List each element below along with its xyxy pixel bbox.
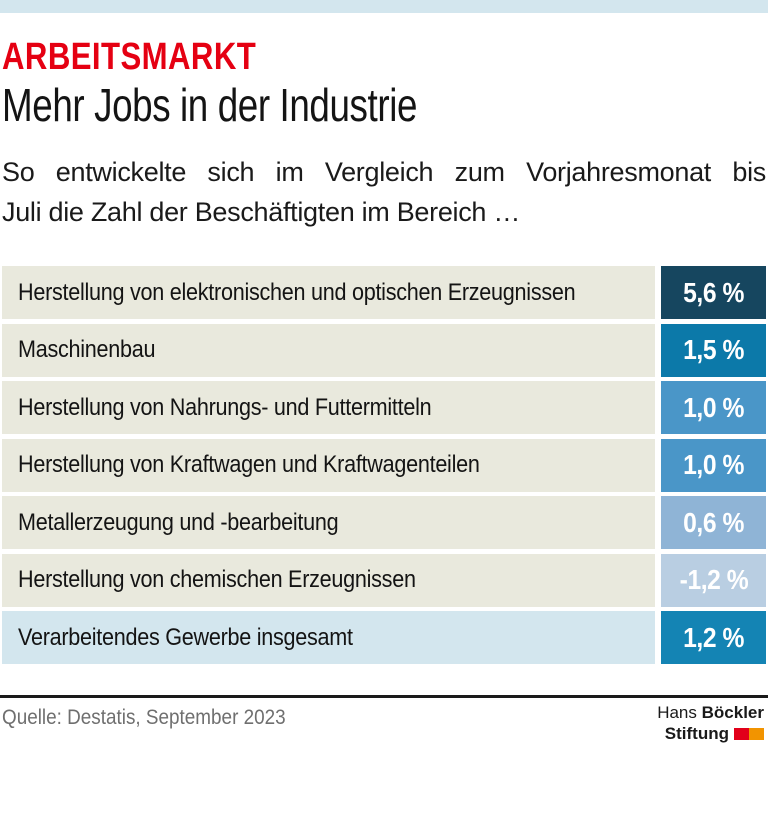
logo-line-2: Stiftung xyxy=(657,723,764,744)
row-label-cell: Verarbeitendes Gewerbe insgesamt xyxy=(2,611,655,664)
logo-boeckler: Böckler xyxy=(701,703,764,722)
value-box: 1,0 % xyxy=(661,381,766,434)
value-text: -1,2 % xyxy=(679,564,748,595)
page-title: Mehr Jobs in der Industrie xyxy=(2,79,418,131)
table-row-total: Verarbeitendes Gewerbe insgesamt 1,2 % xyxy=(2,611,766,664)
value-text: 1,2 % xyxy=(683,621,744,653)
logo-hans: Hans xyxy=(657,703,702,722)
value-text: 1,0 % xyxy=(683,449,744,480)
row-label: Maschinenbau xyxy=(18,336,156,363)
row-label: Herstellung von chemischen Erzeugnissen xyxy=(18,566,416,593)
kicker-label: ARBEITSMARKT xyxy=(2,36,257,78)
row-label-cell: Herstellung von chemischen Erzeugnissen xyxy=(2,553,655,607)
row-label-cell: Herstellung von elektronischen und optis… xyxy=(2,266,655,319)
table-row: Metallerzeugung und -bearbeitung 0,6 % xyxy=(2,496,766,549)
logo-orange-square-icon xyxy=(749,727,764,740)
value-box: -1,2 % xyxy=(661,553,766,607)
value-box: 0,6 % xyxy=(661,496,766,549)
row-label-cell: Maschinenbau xyxy=(2,323,655,377)
table-row: Herstellung von Kraftwagen und Kraftwage… xyxy=(2,438,766,492)
value-table: Herstellung von elektronischen und optis… xyxy=(2,266,766,669)
chart-subtitle: So entwickelte sich im Vergleich zum Vor… xyxy=(2,152,766,232)
row-label: Herstellung von Nahrungs- und Futtermitt… xyxy=(18,393,432,421)
value-text: 1,0 % xyxy=(683,391,744,423)
value-text: 1,5 % xyxy=(683,334,744,365)
row-label: Herstellung von elektronischen und optis… xyxy=(18,278,576,306)
hans-boeckler-stiftung-logo: Hans Böckler Stiftung xyxy=(657,702,764,744)
value-box: 1,5 % xyxy=(661,323,766,377)
logo-red-square-icon xyxy=(734,727,749,740)
row-label-cell: Metallerzeugung und -bearbeitung xyxy=(2,496,655,549)
row-label: Verarbeitendes Gewerbe insgesamt xyxy=(18,623,353,651)
logo-mark-icon xyxy=(734,727,764,740)
table-row: Herstellung von Nahrungs- und Futtermitt… xyxy=(2,381,766,434)
value-box: 1,2 % xyxy=(661,611,766,664)
value-box: 5,6 % xyxy=(661,266,766,319)
footer-divider xyxy=(0,695,768,698)
table-row: Maschinenbau 1,5 % xyxy=(2,323,766,377)
source-note: Quelle: Destatis, September 2023 xyxy=(2,706,286,729)
value-box: 1,0 % xyxy=(661,438,766,492)
logo-stiftung: Stiftung xyxy=(664,724,729,743)
table-row: Herstellung von elektronischen und optis… xyxy=(2,266,766,319)
value-text: 0,6 % xyxy=(683,506,744,538)
logo-line-1: Hans Böckler xyxy=(657,702,764,723)
top-accent-bar xyxy=(0,0,768,13)
row-label-cell: Herstellung von Nahrungs- und Futtermitt… xyxy=(2,381,655,434)
row-label: Herstellung von Kraftwagen und Kraftwage… xyxy=(18,451,480,478)
subtitle-line-1: So entwickelte sich im Vergleich zum Vor… xyxy=(2,157,766,187)
value-text: 5,6 % xyxy=(683,276,744,308)
subtitle-line-2: Juli die Zahl der Beschäftigten im Berei… xyxy=(2,197,521,227)
row-label: Metallerzeugung und -bearbeitung xyxy=(18,508,339,536)
table-row: Herstellung von chemischen Erzeugnissen … xyxy=(2,553,766,607)
row-label-cell: Herstellung von Kraftwagen und Kraftwage… xyxy=(2,438,655,492)
